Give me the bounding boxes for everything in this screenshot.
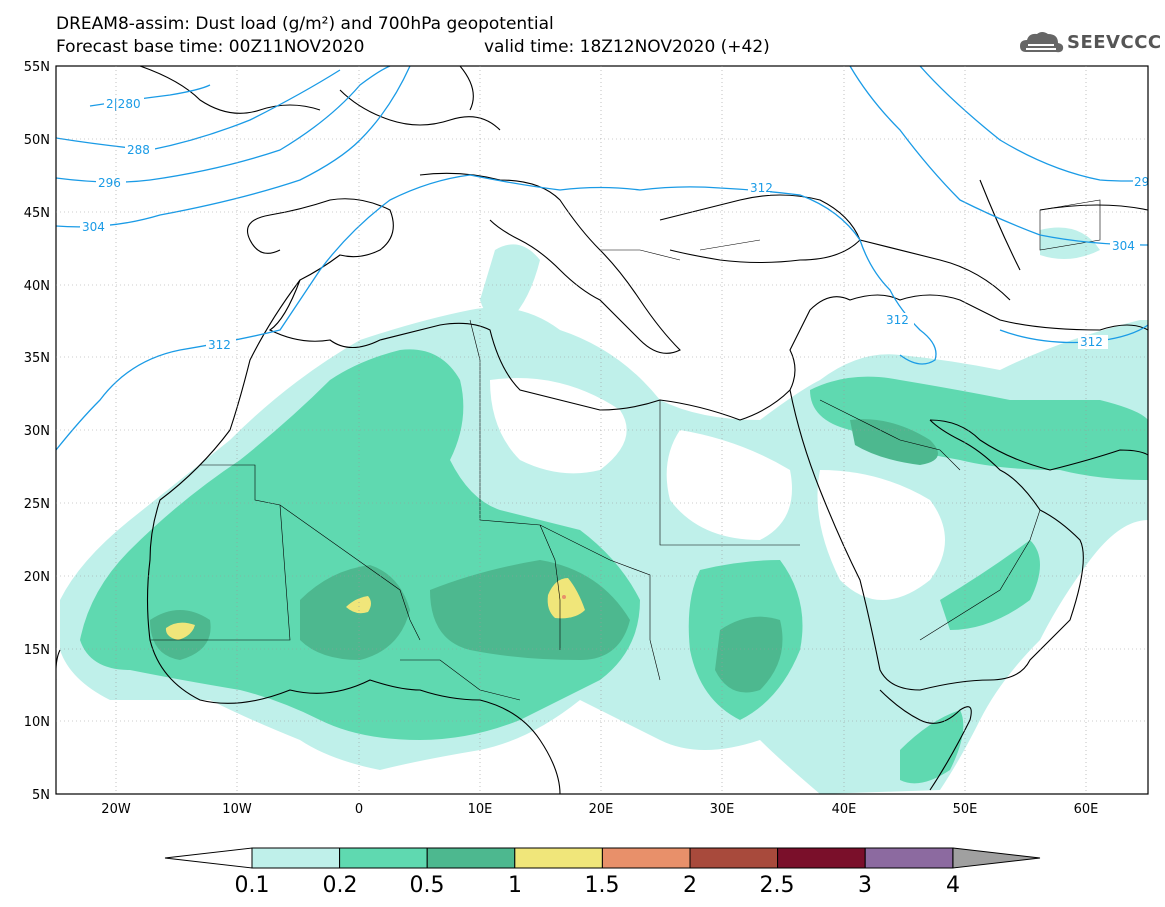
dust-field (60, 227, 1148, 794)
colorbar-label: 0.5 (410, 873, 445, 898)
colorbar-box (339, 847, 428, 869)
lat-label: 45N (24, 206, 50, 221)
graticule (56, 66, 1148, 794)
colorbar-over-arrow (952, 847, 1041, 869)
dust-peak-marker (562, 595, 566, 599)
logo-text: SEEVCCC (1067, 32, 1162, 53)
contour-296-east (919, 66, 1148, 182)
contour-label: 312 (1080, 335, 1103, 349)
dust-region-yellow-chad (547, 578, 585, 619)
lat-label: 30N (24, 424, 50, 439)
dust-region-dense-mali (300, 565, 410, 660)
colorbar-label: 0.2 (323, 873, 358, 898)
colorbar-label: 1 (508, 873, 522, 898)
lat-label: 50N (24, 133, 50, 148)
lon-label: 20W (101, 802, 131, 817)
contour-label: 312 (750, 181, 773, 195)
contour-label: 312 (208, 338, 231, 352)
lat-label: 10N (24, 715, 50, 730)
colorbar-label: 1.5 (585, 873, 620, 898)
colorbar-under-arrow (164, 847, 253, 869)
contour-label: 304 (1112, 239, 1135, 253)
forecast-base-time: Forecast base time: 00Z11NOV2020 (56, 37, 365, 57)
longitude-labels: 20W 10W 0 10E 20E 30E 40E 50E 60E (101, 802, 1098, 817)
contour-label: 288 (127, 143, 150, 157)
lat-label: 20N (24, 570, 50, 585)
contour-labels: 2|280 288 296 304 312 312 312 304 312 29 (80, 97, 1149, 352)
dust-region-dense-iraq (850, 419, 938, 465)
lon-label: 20E (589, 802, 614, 817)
lat-label: 55N (24, 60, 50, 75)
lon-label: 30E (710, 802, 735, 817)
lat-label: 35N (24, 351, 50, 366)
contour-label: 29 (1134, 175, 1149, 189)
lat-label: 15N (24, 643, 50, 658)
colorbar-box (426, 847, 516, 869)
dust-clear-egypt (666, 430, 792, 540)
dust-region-dense-sudan (715, 616, 783, 693)
contour-288 (56, 69, 341, 151)
colorbar-label: 0.1 (235, 873, 270, 898)
contour-label: 2|280 (106, 97, 141, 111)
colorbar-box (864, 847, 954, 869)
lon-label: 40E (832, 802, 857, 817)
contour-label: 304 (82, 220, 105, 234)
contour-296 (56, 66, 391, 183)
coastlines (56, 66, 1148, 794)
colorbar-box (514, 847, 603, 869)
colorbar-label: 3 (858, 873, 872, 898)
colorbar-label: 4 (946, 873, 960, 898)
lon-label: 10E (468, 802, 493, 817)
lon-label: 0 (355, 802, 363, 817)
dust-region-medium-somalia (900, 710, 964, 784)
borders (150, 199, 1101, 701)
dust-region-yellow-mali (346, 596, 371, 614)
latitude-labels: 55N 50N 45N 40N 35N 30N 25N 20N 15N 10N … (24, 60, 50, 803)
dust-region-yellow-senegal (165, 622, 195, 640)
lat-label: 25N (24, 497, 50, 512)
colorbar-boxes (251, 847, 954, 869)
dust-region-light-caspian (1040, 227, 1100, 259)
lon-label: 50E (953, 802, 978, 817)
dust-clear-libya (490, 378, 627, 474)
lon-label: 60E (1074, 802, 1099, 817)
colorbar: 0.1 0.2 0.5 1 1.5 2 2.5 3 4 (164, 847, 1041, 898)
contour-label: 296 (98, 176, 121, 190)
valid-time: valid time: 18Z12NOV2020 (+42) (484, 37, 770, 57)
colorbar-box (251, 847, 341, 869)
colorbar-labels: 0.1 0.2 0.5 1 1.5 2 2.5 3 4 (235, 873, 961, 898)
cloud-logo-icon (1020, 32, 1064, 53)
colorbar-box (601, 847, 691, 869)
colorbar-label: 2.5 (760, 873, 795, 898)
lon-label: 10W (222, 802, 252, 817)
lat-label: 40N (24, 279, 50, 294)
colorbar-box (689, 847, 779, 869)
contour-304 (56, 66, 411, 228)
colorbar-label: 2 (683, 873, 697, 898)
dust-region-medium-oman (940, 540, 1040, 630)
dust-clear-arabia (817, 470, 945, 600)
map-title: DREAM8-assim: Dust load (g/m²) and 700hP… (56, 14, 554, 34)
dust-region-medium-iraq (810, 376, 1148, 480)
contour-304-east (849, 66, 1148, 246)
contour-label: 312 (886, 313, 909, 327)
lat-label: 5N (32, 788, 50, 803)
colorbar-box (777, 847, 866, 869)
dust-region-light-turkey (480, 244, 540, 323)
